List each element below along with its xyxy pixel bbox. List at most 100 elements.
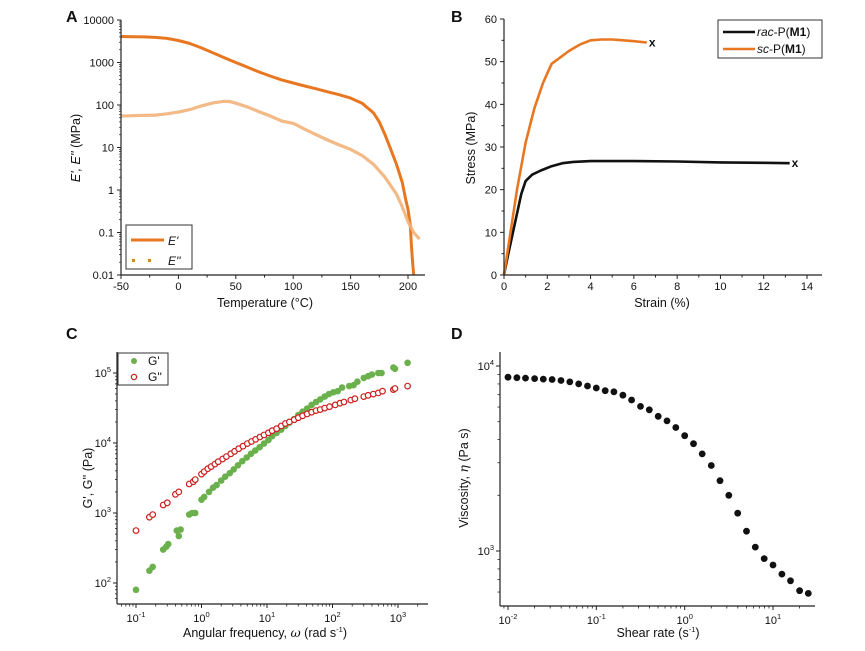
legend-label-e-prime: E' (168, 234, 179, 248)
data-point-g-double-prime (191, 476, 199, 484)
data-point-g-prime (213, 481, 220, 489)
data-point-g-prime (378, 369, 385, 377)
panel-c: C 10-1 100 101 102 103 102 103 104 105 G' G'' Ang… (66, 326, 428, 640)
data-point-viscosity (690, 440, 697, 448)
y-tick-label: 10000 (83, 15, 114, 27)
data-point-g-prime (260, 440, 268, 447)
panel-letter-c: C (66, 326, 78, 343)
data-point-viscosity (601, 387, 609, 395)
y-axis-title-b: Stress (MPa) (464, 112, 478, 185)
data-point-viscosity (672, 424, 680, 431)
data-point-g-double-prime (404, 382, 412, 390)
data-point-g-double-prime (340, 398, 348, 406)
data-point-g-prime (221, 473, 229, 481)
x-axis-title-a: Temperature (°C) (217, 296, 313, 310)
x-tick-label: 0 (175, 281, 181, 293)
data-point-g-prime (200, 493, 208, 501)
data-point-viscosity (698, 450, 706, 458)
data-point-g-double-prime (175, 488, 183, 496)
data-point-g-double-prime (132, 527, 140, 534)
data-point-g-prime (149, 563, 156, 571)
x-tick-label: 4 (588, 281, 594, 293)
y-axis-title-d: Viscosity, η (Pa s) (456, 428, 471, 527)
data-point-viscosity (548, 376, 556, 383)
legend-swatch-e-double-prime (132, 259, 135, 262)
data-point-g-prime (230, 466, 237, 473)
x-tick-label: 200 (399, 281, 417, 293)
data-point-viscosity (725, 491, 733, 499)
data-point-viscosity (584, 382, 591, 390)
x-tick-label: 0 (501, 281, 507, 293)
data-point-viscosity (707, 462, 715, 469)
y-tick-label: 0.1 (99, 228, 114, 240)
legend-marker-g-prime (131, 358, 137, 364)
x-tick-label: 102 (324, 610, 340, 625)
data-point-viscosity (619, 391, 627, 399)
data-point-viscosity (743, 527, 750, 535)
y-tick-label: 105 (95, 365, 111, 380)
y-tick-label: 100 (96, 100, 114, 112)
y-tick-label: 0.01 (93, 270, 114, 282)
data-point-viscosity (681, 432, 689, 440)
legend-label-g-double-prime: G'' (148, 370, 162, 384)
y-axis-title-c: G', G'' (Pa) (81, 448, 95, 509)
y-tick-label: 1 (108, 185, 114, 197)
break-point-marker: x (649, 35, 656, 49)
data-point-g-prime (243, 454, 250, 461)
x-tick-label: 101 (259, 610, 275, 625)
data-point-viscosity (778, 570, 786, 578)
x-axis-title-b: Strain (%) (634, 296, 690, 310)
data-point-g-prime (338, 384, 346, 391)
x-tick-label: 103 (390, 610, 406, 625)
data-point-g-prime (391, 365, 399, 373)
series-line-e-prime (120, 35, 416, 276)
y-tick-label: 1000 (90, 58, 114, 70)
data-point-viscosity (645, 406, 653, 414)
data-point-viscosity (796, 587, 803, 595)
legend-marker-g-double-prime (130, 373, 138, 381)
x-tick-label: 2 (544, 281, 550, 293)
y-tick-label: 50 (485, 57, 497, 69)
data-point-g-prime (234, 462, 242, 469)
x-tick-label: 101 (765, 612, 781, 627)
legend-label-sc: sc-P(M1) (757, 42, 806, 56)
x-tick-label: 14 (801, 281, 813, 293)
x-axis-title-d: Shear rate (s-1) (616, 625, 699, 640)
legend-label-rac: rac-P(M1) (757, 25, 810, 39)
data-point-viscosity (539, 375, 547, 383)
y-axis-title-a: E', E'' (MPa) (69, 114, 83, 182)
data-point-viscosity (663, 417, 671, 425)
data-point-viscosity (760, 555, 768, 562)
x-tick-label: -50 (113, 281, 129, 293)
data-point-g-prime (132, 586, 140, 594)
x-tick-label: 8 (674, 281, 680, 293)
x-axis-title-c: Angular frequency, ω (rad s-1) (183, 625, 347, 640)
data-point-g-prime (354, 378, 361, 386)
panel-b: B x x 0 2 4 6 8 10 12 14 0 10 20 30 40 50 60 rac-P(M1) s… (451, 9, 823, 310)
data-point-viscosity (734, 509, 742, 517)
x-tick-label: 100 (193, 610, 209, 625)
y-tick-label: 30 (485, 142, 497, 154)
data-point-viscosity (566, 378, 574, 386)
y-tick-label: 104 (478, 358, 494, 373)
break-point-marker: x (792, 156, 799, 170)
y-tick-label: 40 (485, 99, 497, 111)
data-point-viscosity (654, 412, 662, 420)
data-point-g-double-prime (379, 387, 386, 395)
data-point-g-prime (404, 359, 411, 367)
data-point-g-double-prime (391, 385, 399, 392)
data-point-g-prime (191, 509, 199, 517)
data-point-g-prime (177, 526, 184, 533)
legend-box (117, 352, 169, 386)
data-point-viscosity (592, 384, 600, 392)
data-point-g-prime (205, 488, 213, 496)
x-tick-label: 6 (631, 281, 637, 293)
data-point-viscosity (504, 373, 512, 381)
legend-box (717, 19, 823, 59)
x-tick-label: 100 (284, 281, 302, 293)
data-point-viscosity (522, 374, 529, 382)
data-point-viscosity (787, 577, 794, 585)
x-tick-label: 150 (341, 281, 359, 293)
data-point-viscosity (513, 374, 521, 382)
